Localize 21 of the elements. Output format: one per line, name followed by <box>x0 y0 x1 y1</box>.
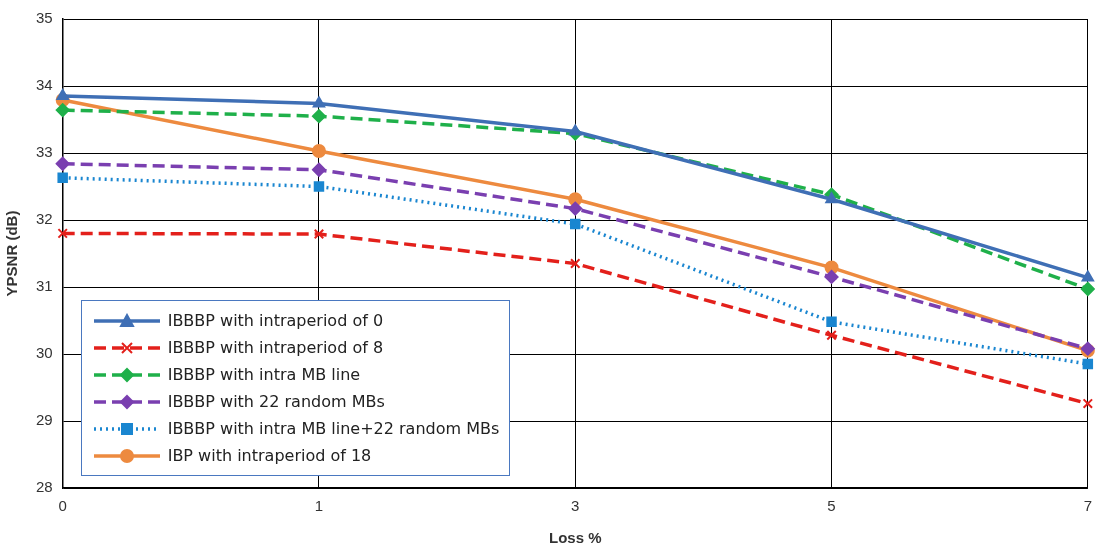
y-tick-label: 29 <box>36 411 53 429</box>
legend-label: IBBBP with intraperiod of 8 <box>167 338 384 357</box>
x-tick-label: 3 <box>571 497 580 515</box>
x-tick-label: 0 <box>58 497 67 515</box>
legend-label: IBBBP with intraperiod of 0 <box>167 311 384 330</box>
legend-label: IBBBP with intra MB line <box>167 365 361 384</box>
x-tick-label: 1 <box>314 497 324 515</box>
y-tick-label: 30 <box>36 344 53 362</box>
y-tick-label: 32 <box>36 210 53 228</box>
legend-label: IBP with intraperiod of 18 <box>167 446 372 465</box>
y-tick-label: 28 <box>36 478 53 496</box>
x-axis-title: Loss % <box>549 529 602 547</box>
x-tick-label: 5 <box>827 497 836 515</box>
y-axis-title: YPSNR (dB) <box>3 210 21 297</box>
legend-label: IBBBP with intra MB line+22 random MBs <box>167 419 500 438</box>
y-tick-label: 33 <box>36 143 53 161</box>
y-tick-label: 34 <box>36 76 53 94</box>
x-tick-label: 7 <box>1083 497 1092 515</box>
legend-label: IBBBP with 22 random MBs <box>167 392 385 411</box>
y-tick-label: 35 <box>36 9 53 27</box>
y-tick-label: 31 <box>36 277 53 295</box>
